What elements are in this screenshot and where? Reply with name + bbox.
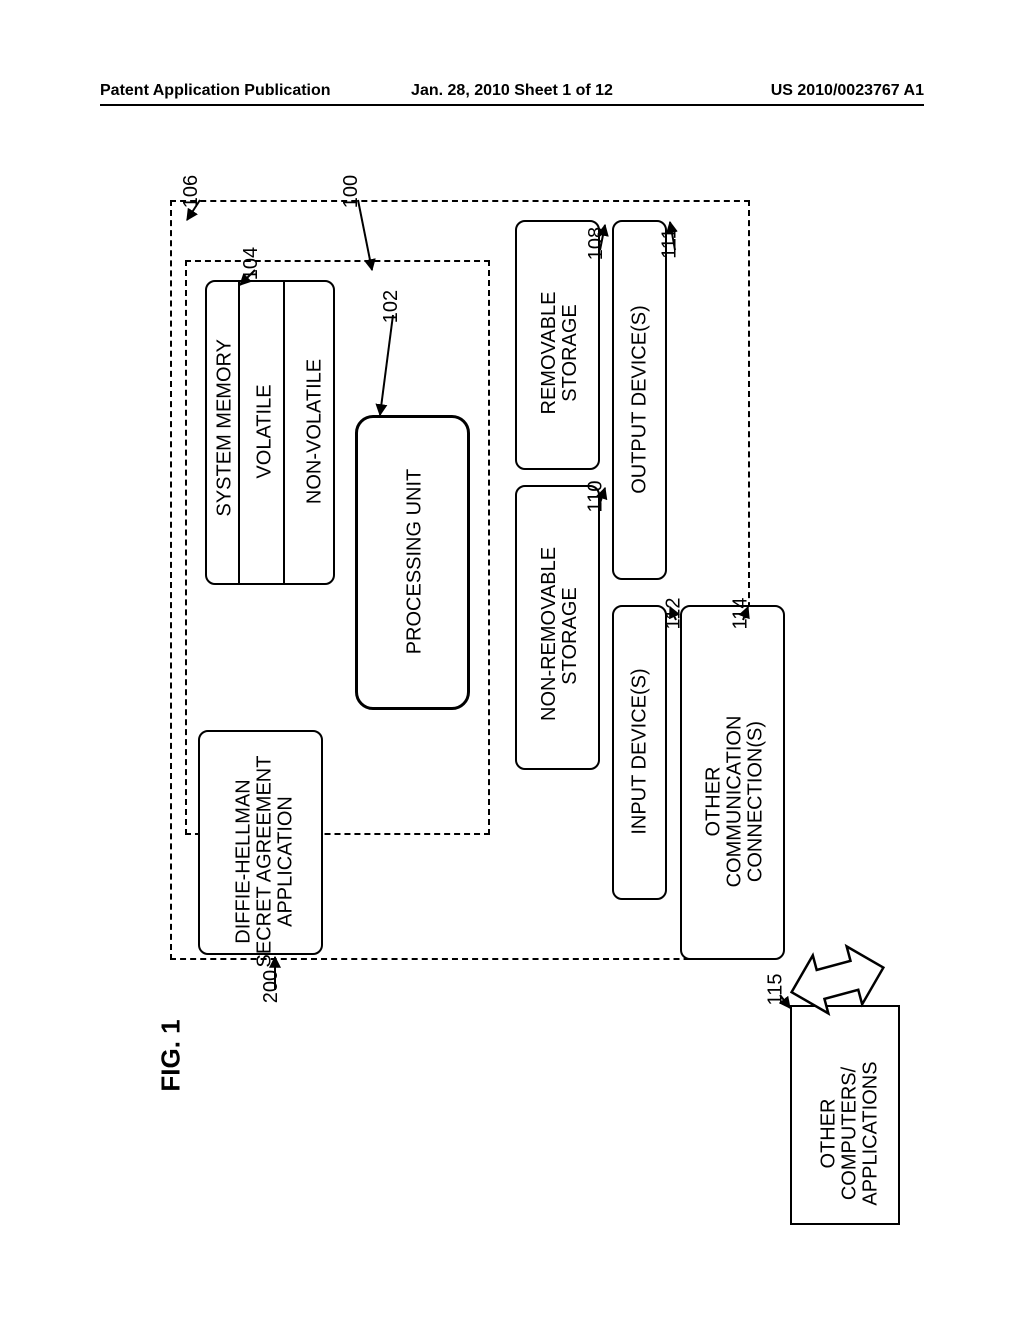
other-computers-label: OTHER COMPUTERS/ APPLICATIONS xyxy=(819,1054,882,1214)
ref-108: 108 xyxy=(585,227,608,260)
removable-storage-label: REMOVABLE STORAGE xyxy=(539,288,581,418)
ref-110: 110 xyxy=(584,481,607,513)
nonremovable-storage-label: NON-REMOVABLE STORAGE xyxy=(539,551,581,721)
removable-line2: STORAGE xyxy=(560,288,581,418)
diffie-hellman-label: DIFFIE-HELLMAN SECRET AGREEMENT APPLICAT… xyxy=(234,752,297,972)
output-devices-label: OUTPUT DEVICE(S) xyxy=(629,305,652,495)
diffie-line2: SECRET AGREEMENT xyxy=(255,752,276,972)
other-comm-label: OTHER COMMUNICATION CONNECTION(S) xyxy=(704,702,767,902)
ref-115: 115 xyxy=(764,974,787,1006)
other-comm-line2: COMMUNICATION xyxy=(725,702,746,902)
figure-label: FIG. 1 xyxy=(156,1019,187,1091)
ref-200: 200 xyxy=(260,970,283,1003)
header-publication: Patent Application Publication xyxy=(100,82,331,100)
other-comp-line1: OTHER xyxy=(819,1054,840,1214)
volatile-label: VOLATILE xyxy=(254,377,277,487)
figure-content: COMPUTING DEVICE SYSTEM MEMORY VOLATILE … xyxy=(100,170,924,1230)
system-memory-label: SYSTEM MEMORY xyxy=(214,347,237,517)
header-rule xyxy=(100,104,924,106)
non-volatile-label: NON-VOLATILE xyxy=(304,357,327,507)
diffie-line1: DIFFIE-HELLMAN xyxy=(234,752,255,972)
page: Patent Application Publication Jan. 28, … xyxy=(0,0,1024,1320)
ref-112: 112 xyxy=(662,598,685,630)
ref-100: 100 xyxy=(340,175,363,208)
removable-line1: REMOVABLE xyxy=(539,288,560,418)
nonremovable-line2: STORAGE xyxy=(560,551,581,721)
header-pubnum: US 2010/0023767 A1 xyxy=(771,82,924,100)
ref-114: 114 xyxy=(729,598,752,630)
diffie-line3: APPLICATION xyxy=(276,752,297,972)
header-date-sheet: Jan. 28, 2010 Sheet 1 of 12 xyxy=(411,82,613,100)
other-comp-line3: APPLICATIONS xyxy=(861,1054,882,1214)
processing-unit-label: PROCESSING UNIT xyxy=(404,467,427,657)
other-comm-line1: OTHER xyxy=(704,702,725,902)
input-devices-label: INPUT DEVICE(S) xyxy=(629,662,652,842)
other-comp-line2: COMPUTERS/ xyxy=(840,1054,861,1214)
other-comm-line3: CONNECTION(S) xyxy=(746,702,767,902)
nonremovable-line1: NON-REMOVABLE xyxy=(539,551,560,721)
ref-106: 106 xyxy=(180,175,203,208)
ref-111: 111 xyxy=(659,228,682,258)
ref-102: 102 xyxy=(380,290,403,323)
ref-104: 104 xyxy=(240,247,263,280)
